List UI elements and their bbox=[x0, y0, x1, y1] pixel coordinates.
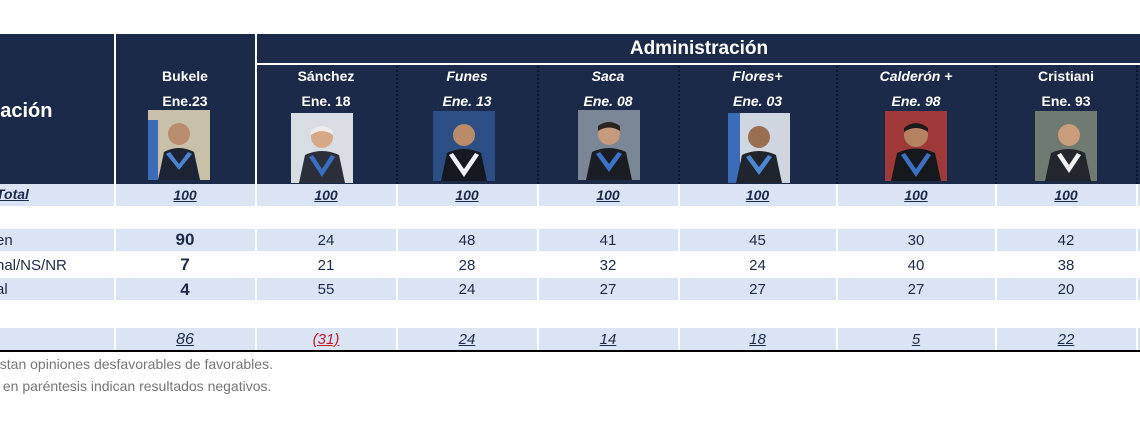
column-gap bbox=[836, 184, 838, 350]
column-gap bbox=[255, 184, 257, 350]
header-divider bbox=[256, 63, 1140, 65]
portrait-photo bbox=[433, 111, 495, 181]
table-cell: 55 bbox=[317, 281, 335, 298]
table-cell: 24 bbox=[317, 232, 335, 249]
column-date: Ene. 13 bbox=[442, 93, 492, 109]
portrait-photo bbox=[148, 110, 210, 180]
column-divider bbox=[836, 66, 838, 184]
portrait-photo bbox=[291, 113, 353, 183]
table-cell: 100 bbox=[173, 187, 197, 203]
table-cell: 100 bbox=[455, 187, 479, 203]
portrait-photo bbox=[885, 111, 947, 181]
row-label: Total bbox=[0, 186, 29, 202]
column-gap bbox=[114, 184, 116, 350]
table-cell: 4 bbox=[180, 280, 190, 299]
table-bottom-rule bbox=[0, 350, 1140, 352]
table-cell: 24 bbox=[458, 331, 476, 348]
column-name: Cristiani bbox=[1037, 68, 1094, 84]
table-cell: 18 bbox=[749, 331, 766, 348]
table-cell: 20 bbox=[1057, 281, 1075, 298]
table-cell: 100 bbox=[596, 187, 620, 203]
column-name: Bukele bbox=[162, 68, 208, 84]
table-cell: 24 bbox=[749, 257, 766, 274]
table-cell: 27 bbox=[599, 281, 617, 298]
row-label: en bbox=[0, 232, 13, 249]
table-row bbox=[0, 229, 1140, 251]
footnote: s en paréntesis indican resultados negat… bbox=[0, 378, 272, 394]
table-cell: 21 bbox=[317, 257, 335, 274]
column-date: Ene. 08 bbox=[583, 93, 633, 109]
table-cell: 42 bbox=[1057, 232, 1075, 249]
column-gap bbox=[537, 184, 539, 350]
portrait-photo bbox=[728, 113, 790, 183]
table-cell: 100 bbox=[745, 187, 770, 203]
column-date: Ene. 98 bbox=[891, 93, 941, 109]
table-cell: 45 bbox=[749, 232, 766, 249]
column-gap bbox=[678, 184, 680, 350]
table-row bbox=[0, 184, 1140, 206]
table-cell: 24 bbox=[458, 281, 476, 298]
table-cell: 32 bbox=[599, 257, 617, 274]
table-cell: 27 bbox=[907, 281, 925, 298]
table-cell: 48 bbox=[458, 232, 476, 249]
table-cell: 86 bbox=[176, 331, 194, 348]
portrait-photo bbox=[1035, 111, 1097, 181]
row-label: al bbox=[0, 281, 8, 298]
column-name: Flores+ bbox=[732, 68, 783, 84]
column-name: Calderón + bbox=[879, 68, 953, 84]
column-divider bbox=[678, 66, 680, 184]
column-divider bbox=[396, 66, 398, 184]
group-header: Administración bbox=[629, 38, 769, 59]
table-row bbox=[0, 328, 1140, 350]
portrait-photo bbox=[578, 110, 640, 180]
table-cell: 22 bbox=[1057, 331, 1075, 348]
column-gap bbox=[396, 184, 398, 350]
column-name: Saca bbox=[591, 68, 625, 84]
column-date: Ene. 18 bbox=[301, 93, 351, 109]
table-cell: 30 bbox=[907, 232, 925, 249]
column-divider bbox=[995, 66, 997, 184]
table-cell: 40 bbox=[907, 257, 925, 274]
column-divider bbox=[114, 34, 116, 184]
table-cell: 41 bbox=[599, 232, 617, 249]
row-label: nal/NS/NR bbox=[0, 257, 67, 274]
column-divider bbox=[537, 66, 539, 184]
column-date: Ene. 03 bbox=[732, 93, 783, 109]
table-cell: 100 bbox=[904, 187, 928, 203]
footnote: estan opiniones desfavorables de favorab… bbox=[0, 356, 273, 372]
column-gap bbox=[995, 184, 997, 350]
column-name: Sánchez bbox=[297, 68, 355, 84]
table-cell: 5 bbox=[911, 331, 921, 348]
table-cell: 7 bbox=[180, 255, 190, 274]
table-cell: 38 bbox=[1057, 257, 1075, 274]
column-divider bbox=[1136, 66, 1138, 184]
table-cell: 100 bbox=[314, 187, 338, 203]
table-cell: 100 bbox=[1054, 187, 1078, 203]
table-cell: 90 bbox=[175, 230, 195, 249]
column-date: Ene. 93 bbox=[1041, 93, 1091, 109]
table-cell: 28 bbox=[458, 257, 476, 274]
corner-label: uación bbox=[0, 100, 53, 122]
column-date: Ene.23 bbox=[162, 93, 208, 109]
column-divider bbox=[255, 34, 257, 184]
table-cell: 14 bbox=[599, 331, 617, 348]
table-cell: (31) bbox=[312, 331, 340, 348]
table-row bbox=[0, 278, 1140, 300]
column-gap bbox=[1136, 184, 1138, 350]
table-cell: 27 bbox=[749, 281, 766, 298]
column-name: Funes bbox=[446, 68, 488, 84]
